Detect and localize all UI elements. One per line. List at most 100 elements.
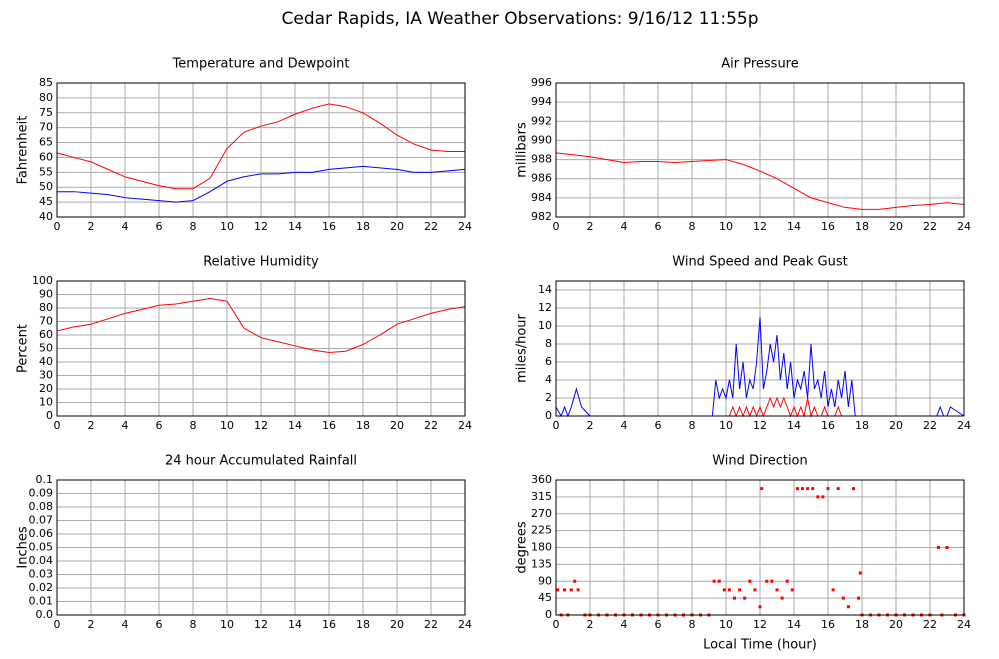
- plot-frame: [555, 82, 965, 218]
- y-axis-label: Inches: [16, 526, 31, 568]
- x-tick-label: 2: [587, 220, 594, 233]
- x-tick-label: 16: [821, 220, 835, 233]
- data-point: [758, 605, 762, 609]
- data-point: [846, 605, 850, 609]
- y-tick-label: 0: [46, 409, 53, 422]
- x-tick-label: 24: [458, 220, 472, 233]
- data-line: [555, 152, 965, 210]
- y-tick-label: 225: [531, 524, 552, 537]
- data-point: [821, 495, 825, 499]
- x-tick-label: 14: [787, 419, 801, 432]
- data-point: [717, 579, 721, 583]
- y-tick-label: 10: [538, 319, 552, 332]
- y-tick-label: 996: [531, 76, 552, 89]
- data-point: [712, 579, 716, 583]
- x-tick-label: 10: [220, 220, 234, 233]
- y-tick-label: 982: [531, 210, 552, 223]
- y-tick-label: 0.01: [29, 595, 54, 608]
- x-tick-label: 24: [957, 220, 971, 233]
- x-tick-label: 8: [190, 220, 197, 233]
- plot-frame: [555, 479, 965, 616]
- y-tick-label: 90: [39, 288, 53, 301]
- x-tick-label: 18: [356, 419, 370, 432]
- x-tick-label: 10: [719, 618, 733, 631]
- data-point: [785, 579, 789, 583]
- y-tick-label: 10: [39, 396, 53, 409]
- x-tick-label: 14: [787, 220, 801, 233]
- y-tick-label: 20: [39, 382, 53, 395]
- data-point: [806, 487, 810, 491]
- x-tick-label: 8: [190, 419, 197, 432]
- y-tick-label: 180: [531, 541, 552, 554]
- x-tick-label: 2: [88, 220, 95, 233]
- data-point: [727, 588, 731, 592]
- data-point: [765, 579, 769, 583]
- x-tick-label: 0: [54, 618, 61, 631]
- data-point: [795, 487, 799, 491]
- y-tick-label: 65: [39, 136, 53, 149]
- y-tick-label: 14: [538, 283, 552, 296]
- data-point: [753, 588, 757, 592]
- x-tick-label: 8: [689, 220, 696, 233]
- x-tick-label: 4: [621, 618, 628, 631]
- x-tick-label: 10: [220, 419, 234, 432]
- data-point: [801, 487, 804, 491]
- data-line: [56, 103, 465, 190]
- y-tick-label: 0.04: [29, 554, 54, 567]
- x-tick-label: 12: [753, 419, 767, 432]
- chart-title: Wind Speed and Peak Gust: [672, 255, 847, 270]
- data-line: [555, 316, 965, 418]
- y-tick-label: 4: [545, 373, 552, 386]
- x-tick-label: 12: [254, 220, 268, 233]
- data-point: [945, 546, 949, 549]
- y-tick-label: 50: [39, 342, 53, 355]
- x-tick-label: 6: [655, 618, 662, 631]
- data-point: [836, 487, 840, 491]
- x-tick-label: 4: [122, 419, 129, 432]
- x-tick-label: 12: [254, 618, 268, 631]
- data-point: [857, 596, 861, 600]
- data-point: [743, 596, 747, 600]
- x-axis-label: Local Time (hour): [703, 638, 817, 653]
- y-tick-label: 992: [531, 114, 552, 127]
- y-tick-label: 100: [32, 274, 53, 287]
- page-title: Cedar Rapids, IA Weather Observations: 9…: [281, 9, 758, 29]
- x-tick-label: 20: [390, 618, 404, 631]
- y-tick-label: 80: [39, 91, 53, 104]
- x-tick-label: 20: [889, 220, 903, 233]
- x-tick-label: 6: [156, 220, 163, 233]
- x-tick-label: 2: [587, 419, 594, 432]
- y-tick-label: 0.1: [36, 473, 54, 486]
- x-tick-label: 16: [821, 419, 835, 432]
- y-tick-label: 40: [39, 210, 53, 223]
- y-tick-label: 90: [538, 574, 552, 587]
- y-tick-label: 0.02: [29, 581, 54, 594]
- y-tick-label: 45: [39, 195, 53, 208]
- chart-title: 24 hour Accumulated Rainfall: [165, 454, 357, 469]
- x-tick-label: 20: [889, 419, 903, 432]
- x-tick-label: 0: [553, 220, 560, 233]
- data-point: [816, 495, 820, 499]
- x-tick-label: 20: [390, 220, 404, 233]
- data-point: [569, 588, 573, 592]
- y-axis-label: Fahrenheit: [16, 116, 31, 185]
- y-tick-label: 135: [531, 557, 552, 570]
- x-tick-label: 0: [553, 419, 560, 432]
- x-tick-label: 18: [855, 220, 869, 233]
- y-tick-label: 50: [39, 180, 53, 193]
- data-point: [733, 596, 736, 600]
- x-tick-label: 6: [655, 220, 662, 233]
- x-tick-label: 18: [356, 220, 370, 233]
- chart-title: Air Pressure: [721, 57, 799, 72]
- x-tick-label: 16: [821, 618, 835, 631]
- x-tick-label: 22: [424, 220, 438, 233]
- y-tick-label: 60: [39, 328, 53, 341]
- x-tick-label: 4: [621, 220, 628, 233]
- data-point: [858, 571, 862, 575]
- x-tick-label: 22: [923, 419, 937, 432]
- y-tick-label: 988: [531, 153, 552, 166]
- data-point: [573, 579, 577, 583]
- y-tick-label: 315: [531, 490, 552, 503]
- y-axis-label: miles/hour: [515, 313, 530, 382]
- y-tick-label: 0.06: [29, 527, 54, 540]
